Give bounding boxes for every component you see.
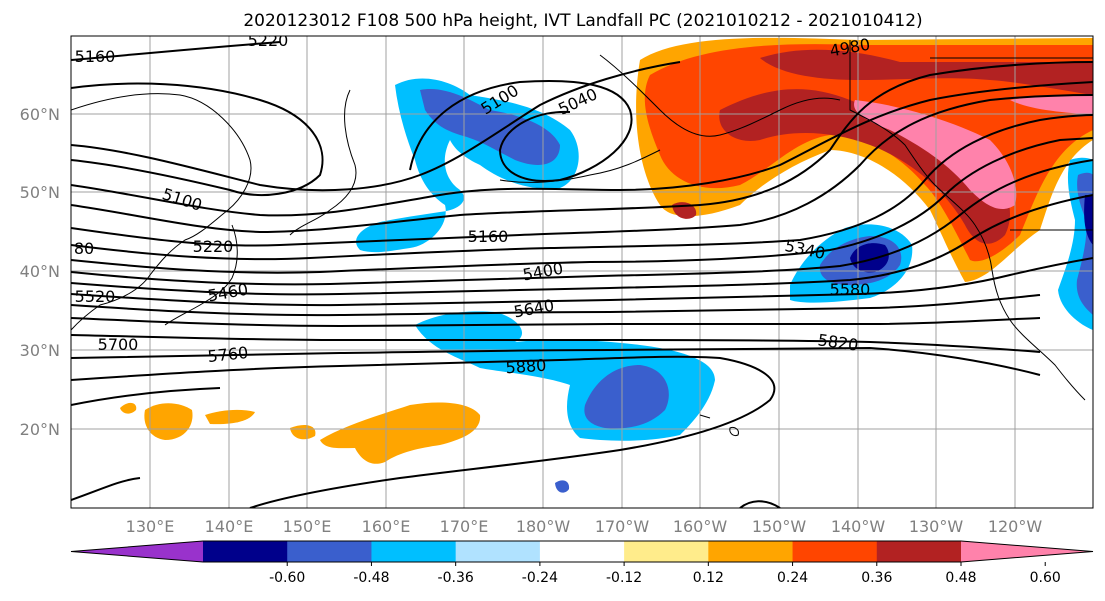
colorbar-tick-label: -0.48: [353, 570, 389, 586]
lat-label-60n: 60°N: [20, 105, 60, 124]
colorbar-tick-label: 0.60: [1030, 570, 1061, 586]
contour-label-5220-west: 5220: [193, 237, 234, 256]
colorbar-segment: [203, 541, 288, 562]
colorbar-segment: [876, 541, 962, 562]
lon-label-140e: 140°E: [205, 517, 254, 536]
contour-label-5760: 5760: [207, 343, 249, 366]
contour-label-5160-west: 5160: [75, 47, 116, 66]
map-frame: [70, 35, 1094, 509]
contour-label-5520: 5520: [75, 287, 116, 306]
colorbar-segment: [708, 541, 794, 562]
height-contours: [71, 41, 1093, 508]
lon-label-160e: 160°E: [362, 517, 411, 536]
colorbar-segment: [624, 541, 709, 562]
colorbar-segment: [287, 541, 372, 562]
lon-label-150e: 150°E: [283, 517, 332, 536]
colorbar-segment: [539, 541, 625, 562]
lon-label-130w: 130°W: [909, 517, 964, 536]
colorbar-tick-label: -0.36: [438, 570, 474, 586]
colorbar-segment: [455, 541, 541, 562]
lon-label-160w: 160°W: [673, 517, 728, 536]
colorbar-tick-label: 0.48: [945, 570, 976, 586]
colorbar-segment: [371, 541, 457, 562]
lat-label-20n: 20°N: [20, 420, 60, 439]
contour-label-5580: 5580: [830, 280, 871, 299]
contour-label-5700: 5700: [98, 335, 139, 354]
lat-label-50n: 50°N: [20, 183, 60, 202]
colorbar-extend-high: [961, 541, 1093, 562]
colorbar: -0.60 -0.48 -0.36 -0.24 -0.12 0.12 0.24 0.36 0.4…: [70, 540, 1094, 586]
colorbar-tick-label: 0.12: [693, 570, 724, 586]
colorbar-tick-label: -0.60: [269, 570, 305, 586]
map-area: 5220 5160 5100 5040 4980 5100 5220 5160 …: [71, 31, 1093, 508]
colorbar-tick-label: -0.24: [522, 570, 558, 586]
contour-label-80-partial: 80: [74, 239, 94, 258]
lat-label-40n: 40°N: [20, 262, 60, 281]
colorbar-segment: [792, 541, 878, 562]
lon-label-170w: 170°W: [595, 517, 650, 536]
gridlines: [71, 36, 1093, 508]
ivt-shading: [120, 37, 1093, 493]
colorbar-extend-low: [71, 541, 203, 562]
lon-label-170e: 170°E: [440, 517, 489, 536]
lat-label-30n: 30°N: [20, 341, 60, 360]
contour-label-5880: 5880: [505, 356, 547, 378]
lon-label-130e: 130°E: [126, 517, 175, 536]
lon-label-120w: 120°W: [988, 517, 1043, 536]
colorbar-tick-label: 0.24: [777, 570, 808, 586]
contour-label-5220-top: 5220: [248, 31, 289, 50]
contour-label-5160-mid: 5160: [468, 227, 509, 246]
colorbar-tick-label: 0.36: [861, 570, 892, 586]
figure-title: 2020123012 F108 500 hPa height, IVT Land…: [243, 11, 922, 31]
lon-label-140w: 140°W: [831, 517, 886, 536]
longitude-labels: 130°E 140°E 150°E 160°E 170°E 180°W 170°…: [126, 517, 1043, 536]
colorbar-outline: [70, 540, 1094, 563]
colorbar-tick-label: -0.12: [606, 570, 642, 586]
lon-label-150w: 150°W: [752, 517, 807, 536]
lon-label-180w: 180°W: [516, 517, 571, 536]
latitude-labels: 60°N 50°N 40°N 30°N 20°N: [20, 105, 60, 439]
